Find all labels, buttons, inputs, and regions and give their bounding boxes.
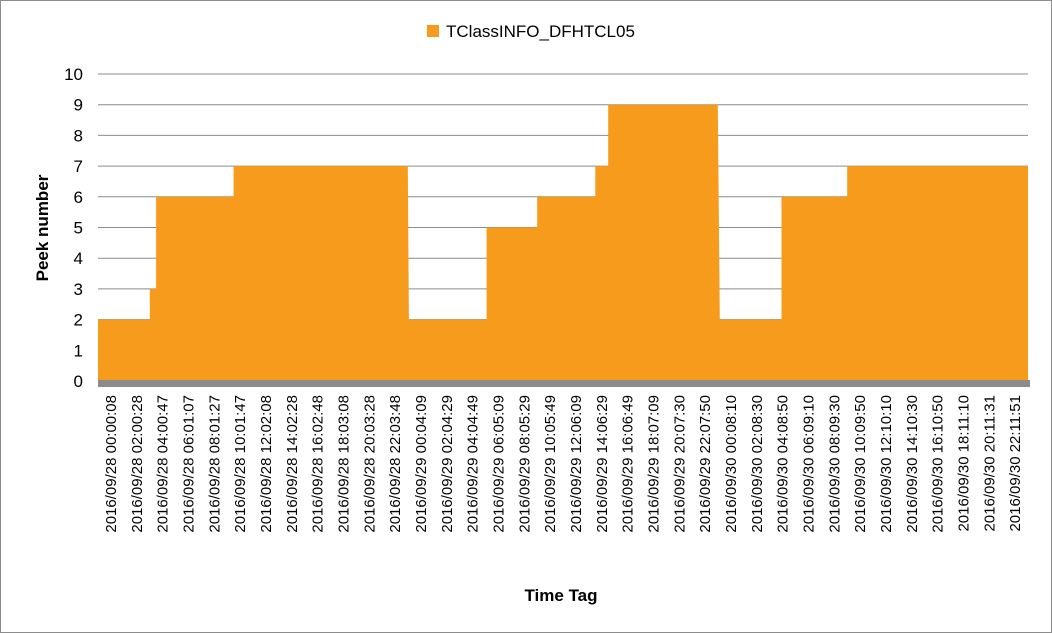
x-tick-label: 2016/09/29 12:06:09 [568,395,585,533]
x-tick-label: 2016/09/28 18:03:08 [335,395,352,533]
y-tick-label: 6 [74,188,83,207]
x-axis-title: Time Tag [524,586,597,605]
axes [98,380,1030,387]
x-tick-label: 2016/09/30 00:08:10 [723,395,740,533]
x-tick-label: 2016/09/29 22:07:50 [697,395,714,533]
x-tick-label: 2016/09/29 04:04:49 [465,395,482,533]
x-tick-label: 2016/09/29 16:06:49 [620,395,637,533]
x-tick-label: 2016/09/30 06:09:10 [800,395,817,533]
x-tick-label: 2016/09/28 06:01:07 [180,395,197,533]
y-tick-label: 0 [74,372,83,391]
x-tick-label: 2016/09/29 02:04:29 [439,395,456,533]
x-tick-label: 2016/09/28 00:00:08 [103,395,120,533]
x-tick-label: 2016/09/28 08:01:27 [206,395,223,533]
legend: TClassINFO_DFHTCL05 [427,22,635,41]
x-tick-label: 2016/09/28 22:03:48 [387,395,404,533]
x-tick-label: 2016/09/30 04:08:50 [775,395,792,533]
x-tick-label: 2016/09/30 02:08:30 [749,395,766,533]
x-tick-label: 2016/09/29 10:05:49 [542,395,559,533]
x-tick-label: 2016/09/29 14:06:29 [594,395,611,533]
y-axis-title: Peek number [33,174,52,281]
x-tick-label: 2016/09/30 14:10:30 [904,395,921,533]
x-tick-label: 2016/09/30 22:11:51 [1007,395,1024,532]
x-tick-label: 2016/09/28 04:00:47 [155,395,172,533]
x-tick-label: 2016/09/29 06:05:09 [490,395,507,533]
y-tick-label: 3 [74,280,83,299]
legend-swatch [427,25,439,37]
x-tick-label: 2016/09/30 18:11:10 [955,395,972,532]
y-tick-label: 9 [74,96,83,115]
y-tick-label: 8 [74,126,83,145]
x-tick-label: 2016/09/28 16:02:48 [310,395,327,533]
series-area-path [98,104,1028,381]
x-tick-label: 2016/09/28 12:02:08 [258,395,275,533]
x-tick-label: 2016/09/28 02:00:28 [129,395,146,533]
legend-label: TClassINFO_DFHTCL05 [446,22,635,41]
x-tick-label: 2016/09/30 10:09:50 [852,395,869,533]
x-tick-label: 2016/09/30 16:10:50 [930,395,947,533]
x-tick-label: 2016/09/30 12:10:10 [878,395,895,533]
y-tick-label: 1 [74,341,83,360]
y-tick-label: 7 [74,157,83,176]
x-axis-line [98,380,1030,387]
x-tick-label: 2016/09/29 08:05:29 [516,395,533,533]
x-tick-label: 2016/09/29 00:04:09 [413,395,430,533]
y-tick-label: 5 [74,219,83,238]
x-tick-label: 2016/09/28 20:03:28 [361,395,378,533]
x-tick-label: 2016/09/30 20:11:31 [981,395,998,532]
y-tick-label: 10 [64,65,83,84]
x-tick-label: 2016/09/28 10:01:47 [232,395,249,533]
x-tick-labels: 2016/09/28 00:00:08 2016/09/28 02:00:28 20… [103,395,1024,533]
y-tick-label: 4 [74,249,83,268]
y-tick-label: 2 [74,311,83,330]
x-tick-label: 2016/09/29 18:07:09 [645,395,662,533]
series-area [98,104,1028,381]
x-tick-label: 2016/09/30 08:09:30 [826,395,843,533]
y-tick-labels: 0 1 2 3 4 5 6 7 8 9 10 [64,65,83,391]
x-tick-label: 2016/09/28 14:02:28 [284,395,301,533]
x-tick-label: 2016/09/29 20:07:30 [671,395,688,533]
